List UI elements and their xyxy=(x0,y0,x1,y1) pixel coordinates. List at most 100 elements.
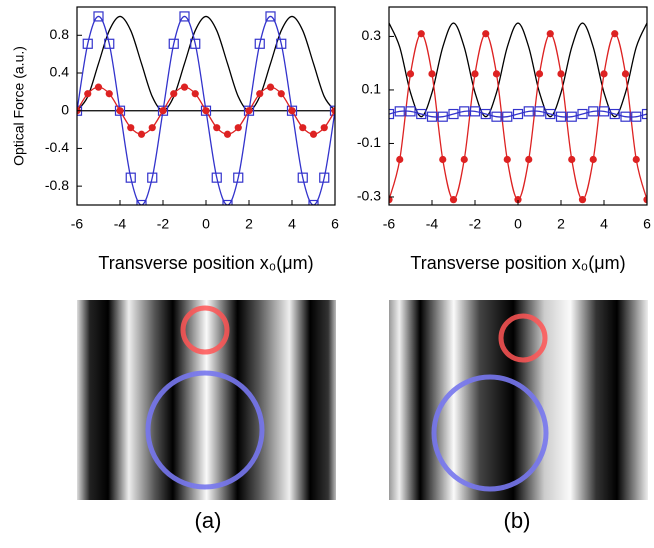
line xyxy=(389,110,647,118)
series xyxy=(389,22,647,118)
marker xyxy=(105,90,113,98)
marker xyxy=(609,108,620,120)
marker xyxy=(93,11,104,22)
image-b xyxy=(389,300,648,500)
x-axis-label: Transverse position x₀(μm) xyxy=(98,253,313,273)
x-tick-label: 0 xyxy=(514,216,522,232)
marker xyxy=(234,124,242,132)
x-tick-label: -4 xyxy=(426,216,439,232)
marker xyxy=(437,111,448,122)
marker xyxy=(168,38,179,49)
marker xyxy=(631,111,642,122)
marker xyxy=(191,90,199,98)
x-tick-label: -6 xyxy=(383,216,396,232)
marker xyxy=(620,111,631,122)
marker xyxy=(525,155,533,164)
marker xyxy=(555,111,567,122)
x-tick-label: -4 xyxy=(114,216,127,232)
marker xyxy=(632,155,640,164)
marker xyxy=(535,70,544,78)
marker xyxy=(566,111,577,122)
marker xyxy=(439,155,447,164)
marker xyxy=(449,196,458,204)
marker xyxy=(448,108,459,120)
marker xyxy=(266,83,275,91)
marker xyxy=(557,70,565,78)
y-tick-label: 0.8 xyxy=(50,26,70,42)
x-tick-label: 0 xyxy=(202,216,210,232)
marker xyxy=(276,38,287,49)
marker xyxy=(512,108,524,120)
marker xyxy=(157,105,169,116)
marker xyxy=(116,107,124,115)
marker xyxy=(545,108,556,120)
marker xyxy=(389,196,393,204)
marker xyxy=(600,70,608,78)
marker xyxy=(84,90,92,98)
marker xyxy=(492,70,501,78)
marker xyxy=(179,11,190,22)
marker xyxy=(329,105,335,116)
y-tick-label: -0.8 xyxy=(45,177,69,193)
marker xyxy=(104,38,115,49)
marker xyxy=(428,70,436,78)
marker xyxy=(254,38,265,49)
marker xyxy=(641,108,647,120)
marker xyxy=(136,199,147,205)
marker xyxy=(331,107,335,115)
marker xyxy=(125,172,136,183)
marker xyxy=(286,105,298,116)
marker xyxy=(471,70,479,78)
image-a xyxy=(77,300,336,500)
marker xyxy=(114,105,126,116)
y-tick-label: -0.4 xyxy=(45,139,69,155)
y-tick-label: 0.1 xyxy=(362,81,382,97)
series xyxy=(77,15,335,112)
marker xyxy=(469,106,481,117)
marker xyxy=(502,111,513,122)
x-tick-label: 6 xyxy=(331,216,339,232)
x-tick-label: 4 xyxy=(288,216,296,232)
marker xyxy=(213,124,221,132)
marker xyxy=(406,70,415,78)
marker xyxy=(265,11,276,22)
marker xyxy=(277,90,285,98)
marker xyxy=(589,155,597,164)
x-tick-label: -6 xyxy=(71,216,84,232)
panel-label: (b) xyxy=(504,508,531,533)
marker xyxy=(459,106,470,117)
marker xyxy=(223,130,232,138)
marker xyxy=(159,107,167,115)
marker xyxy=(288,107,296,115)
series xyxy=(389,106,647,122)
marker xyxy=(578,196,587,204)
marker xyxy=(621,70,630,78)
x-tick-label: 6 xyxy=(643,216,651,232)
line xyxy=(389,22,647,118)
series xyxy=(389,30,647,204)
marker xyxy=(405,106,416,117)
marker xyxy=(611,30,619,38)
marker xyxy=(200,105,212,116)
marker xyxy=(243,105,255,116)
marker xyxy=(211,172,222,183)
series xyxy=(77,83,335,138)
marker xyxy=(534,106,545,117)
y-tick-label: 0.4 xyxy=(50,64,70,80)
y-tick-label: 0.3 xyxy=(362,27,382,43)
marker xyxy=(503,155,511,164)
marker xyxy=(417,30,425,38)
y-axis-label: Optical Force (a.u.) xyxy=(11,46,27,166)
marker xyxy=(514,196,522,204)
marker xyxy=(127,124,135,132)
marker xyxy=(460,155,468,164)
marker xyxy=(320,124,328,132)
marker xyxy=(577,108,588,120)
marker xyxy=(523,106,534,117)
line xyxy=(77,15,335,112)
marker xyxy=(233,172,244,183)
marker xyxy=(147,172,158,183)
marker xyxy=(222,199,233,205)
marker xyxy=(319,172,330,183)
